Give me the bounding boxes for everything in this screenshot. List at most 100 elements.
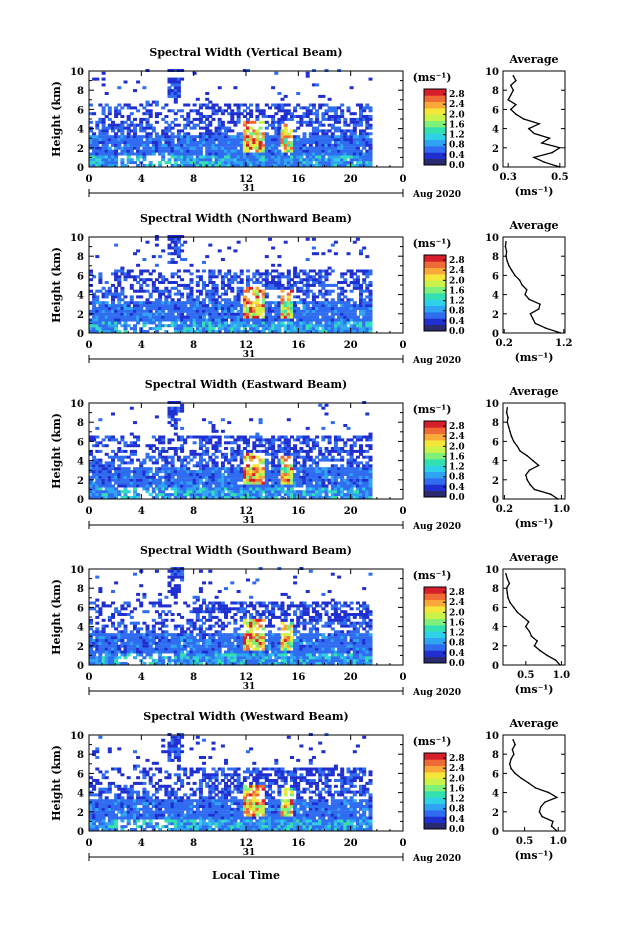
heatmap-cell bbox=[136, 152, 141, 156]
heatmap-cell bbox=[264, 473, 269, 476]
heatmap-cell bbox=[111, 438, 115, 442]
heatmap-cell bbox=[315, 324, 320, 328]
heatmap-cell bbox=[277, 327, 282, 331]
heatmap-cell bbox=[183, 475, 188, 479]
heatmap-cell bbox=[280, 155, 285, 159]
heatmap-cell bbox=[343, 473, 348, 476]
heatmap-cell bbox=[107, 653, 112, 657]
average-title: Average bbox=[508, 53, 558, 66]
heatmap-cell bbox=[202, 161, 206, 165]
heatmap-cell bbox=[258, 481, 263, 485]
heatmap-cell bbox=[274, 315, 279, 319]
heatmap-cell bbox=[170, 406, 175, 410]
heatmap-cell bbox=[252, 141, 257, 144]
heatmap-cell bbox=[302, 464, 307, 468]
heatmap-cell bbox=[299, 269, 304, 273]
heatmap-cell bbox=[368, 467, 373, 471]
heatmap-cell bbox=[95, 473, 100, 476]
heatmap-cell bbox=[111, 312, 115, 316]
heatmap-cell bbox=[123, 330, 128, 333]
heatmap-cell bbox=[142, 458, 147, 462]
heatmap-cell bbox=[308, 164, 313, 167]
heatmap-cell bbox=[318, 143, 323, 147]
heatmap-cell bbox=[236, 138, 241, 142]
heatmap-cell bbox=[233, 324, 238, 328]
heatmap-cell bbox=[133, 315, 137, 319]
heatmap-cell bbox=[333, 318, 338, 322]
heatmap-cell bbox=[246, 164, 250, 167]
heatmap-cell bbox=[337, 435, 342, 439]
heatmap-cell bbox=[114, 289, 119, 293]
heatmap-cell bbox=[186, 149, 191, 153]
heatmap-cell bbox=[274, 146, 279, 150]
heatmap-cell bbox=[308, 327, 313, 331]
heatmap-cell bbox=[249, 418, 254, 422]
heatmap-cell bbox=[271, 149, 276, 153]
heatmap-cell bbox=[158, 487, 163, 491]
heatmap-cell bbox=[368, 283, 373, 287]
heatmap-cell bbox=[305, 292, 310, 296]
heatmap-cell bbox=[327, 321, 332, 325]
heatmap-cell bbox=[183, 473, 188, 476]
heatmap-cell bbox=[211, 452, 216, 456]
heatmap-cell bbox=[158, 490, 163, 494]
heatmap-cell bbox=[98, 481, 103, 485]
heatmap-cell bbox=[258, 496, 263, 499]
heatmap-cell bbox=[283, 138, 288, 142]
heatmap-cell bbox=[195, 304, 200, 308]
heatmap-cell bbox=[302, 496, 307, 499]
heatmap-cell bbox=[217, 249, 222, 253]
heatmap-cell bbox=[220, 109, 225, 113]
heatmap-cell bbox=[145, 126, 150, 130]
heatmap-cell bbox=[227, 324, 232, 328]
heatmap-cell bbox=[286, 141, 291, 144]
heatmap-cell bbox=[217, 117, 222, 121]
average-x-tick-label: 0.2 bbox=[495, 338, 512, 349]
y-axis-label: Height (km) bbox=[50, 247, 63, 323]
heatmap-cell bbox=[258, 473, 263, 476]
heatmap-cell bbox=[261, 272, 266, 276]
heatmap-cell bbox=[346, 461, 351, 465]
heatmap-cell bbox=[198, 155, 203, 159]
heatmap-cell bbox=[133, 441, 137, 445]
heatmap-cell bbox=[139, 295, 144, 299]
heatmap-cell bbox=[343, 470, 348, 474]
heatmap-cell bbox=[337, 292, 342, 296]
heatmap-cell bbox=[154, 301, 159, 305]
heatmap-cell bbox=[271, 301, 276, 305]
heatmap-cell bbox=[296, 149, 301, 153]
heatmap-cell bbox=[349, 158, 354, 162]
heatmap-cell bbox=[176, 83, 181, 87]
heatmap-cell bbox=[261, 143, 266, 147]
x-tick-label: 8 bbox=[190, 506, 197, 517]
heatmap-cell bbox=[107, 467, 112, 471]
heatmap-cell bbox=[239, 484, 244, 488]
heatmap-cell bbox=[95, 146, 100, 150]
heatmap-cell bbox=[368, 138, 373, 142]
heatmap-cell bbox=[349, 470, 354, 474]
heatmap-cell bbox=[318, 493, 323, 497]
heatmap-cell bbox=[290, 112, 294, 116]
heatmap-cell bbox=[274, 490, 279, 494]
heatmap-cell bbox=[114, 126, 119, 130]
heatmap-cell bbox=[211, 426, 216, 430]
heatmap-cell bbox=[227, 304, 232, 308]
heatmap-cell bbox=[252, 158, 257, 162]
heatmap-cell bbox=[352, 132, 357, 136]
heatmap-cell bbox=[340, 289, 345, 293]
heatmap-cell bbox=[305, 106, 310, 110]
heatmap-cell bbox=[95, 141, 100, 144]
heatmap-cell bbox=[230, 301, 235, 305]
heatmap-cell bbox=[365, 255, 370, 259]
heatmap-cell bbox=[161, 441, 166, 445]
heatmap-cell bbox=[101, 286, 106, 290]
heatmap-cell bbox=[205, 312, 210, 316]
heatmap-cell bbox=[246, 452, 250, 456]
heatmap-cell bbox=[261, 138, 266, 142]
heatmap-cell bbox=[311, 135, 316, 139]
heatmap-cell bbox=[283, 301, 288, 305]
heatmap-cell bbox=[129, 141, 134, 144]
heatmap-cell bbox=[111, 301, 115, 305]
heatmap-cell bbox=[117, 478, 122, 482]
heatmap-cell bbox=[208, 135, 213, 139]
